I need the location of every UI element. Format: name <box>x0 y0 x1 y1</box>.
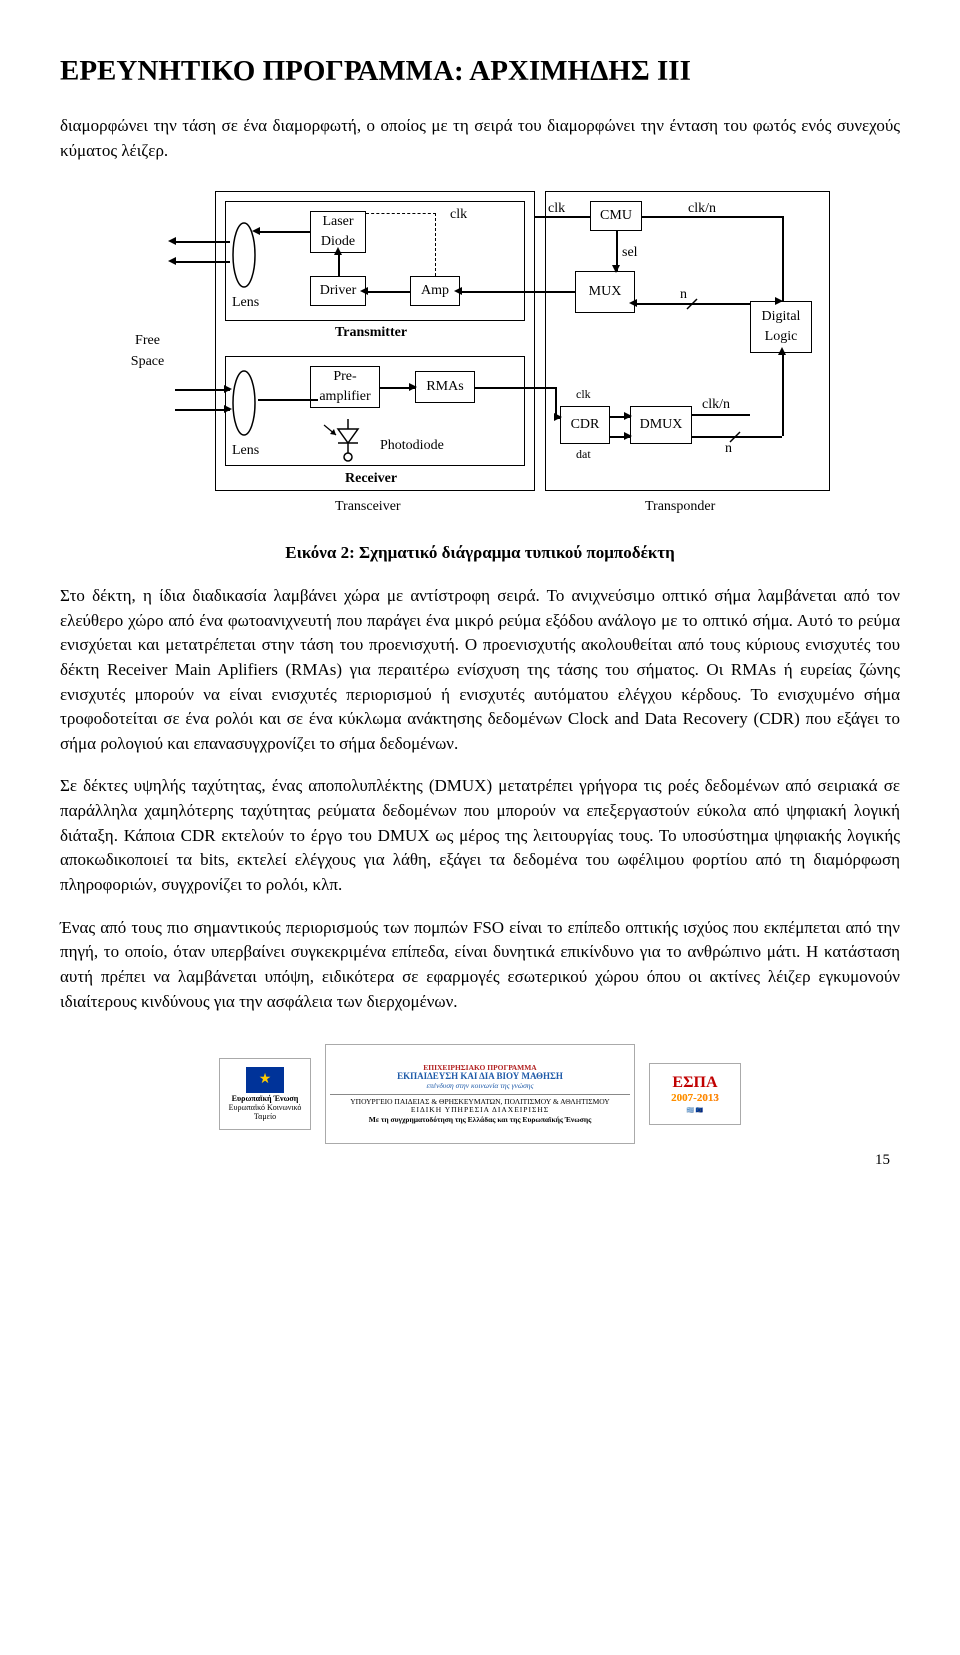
label-transponder: Transponder <box>645 497 715 517</box>
box-cdr: CDR <box>560 406 610 444</box>
label-lens-rx: Lens <box>232 441 259 461</box>
paragraph-4: Ένας από τους πιο σημαντικούς περιορισμο… <box>60 916 900 1015</box>
box-mux: MUX <box>575 271 635 313</box>
paragraph-1: διαμορφώνει την τάση σε ένα διαμορφωτή, … <box>60 114 900 163</box>
logo-eu: ★ Ευρωπαϊκή Ένωση Ευρωπαϊκό Κοινωνικό Τα… <box>219 1058 311 1130</box>
frame-transmitter <box>225 201 525 321</box>
box-amp: Amp <box>410 276 460 306</box>
label-cdr-clk: clk <box>576 386 591 403</box>
logo-espa: ΕΣΠΑ 2007-2013 🇬🇷 🇪🇺 <box>649 1063 741 1125</box>
label-clk-left: clk <box>548 199 565 219</box>
photodiode-icon <box>318 419 378 463</box>
label-photodiode: Photodiode <box>380 436 444 456</box>
logo-programme: ΕΠΙΧΕΙΡΗΣΙΑΚΟ ΠΡΟΓΡΑΜΜΑ ΕΚΠΑΙΔΕΥΣΗ ΚΑΙ Δ… <box>325 1044 635 1144</box>
paragraph-2: Στο δέκτη, η ίδια διαδικασία λαμβάνει χώ… <box>60 584 900 756</box>
box-driver: Driver <box>310 276 366 306</box>
label-clkn-bot: clk/n <box>702 395 730 415</box>
box-dmux: DMUX <box>630 406 692 444</box>
label-cdr-dat: dat <box>576 446 591 463</box>
box-cmu: CMU <box>590 201 642 231</box>
label-free-space: Free Space <box>120 331 175 372</box>
label-clkn-top: clk/n <box>688 199 716 219</box>
footer-logos: ★ Ευρωπαϊκή Ένωση Ευρωπαϊκό Κοινωνικό Τα… <box>60 1044 900 1144</box>
block-diagram: Free Space Lens Lens Laser Diode Driver … <box>120 181 840 531</box>
eu-flag-icon: ★ <box>246 1067 284 1093</box>
label-lens-tx: Lens <box>232 293 259 313</box>
label-sel: sel <box>622 243 638 263</box>
label-receiver: Receiver <box>345 469 397 489</box>
box-preamp: Pre- amplifier <box>310 366 380 408</box>
lens-rx-icon <box>230 369 258 437</box>
page-number: 15 <box>60 1150 900 1172</box>
box-rmas: RMAs <box>415 371 475 403</box>
label-transceiver: Transceiver <box>335 497 401 517</box>
label-transmitter: Transmitter <box>335 323 407 343</box>
box-dlogic: Digital Logic <box>750 301 812 353</box>
paragraph-3: Σε δέκτες υψηλής ταχύτητας, ένας αποπολυ… <box>60 774 900 897</box>
label-clk-tx: clk <box>450 205 467 225</box>
doc-title: ΕΡΕΥΝΗΤΙΚΟ ΠΡΟΓΡΑΜΜΑ: ΑΡΧΙΜΗΔΗΣ ΙΙΙ <box>60 50 900 92</box>
figure-caption: Εικόνα 2: Σχηματικό διάγραμμα τυπικού πο… <box>60 541 900 566</box>
